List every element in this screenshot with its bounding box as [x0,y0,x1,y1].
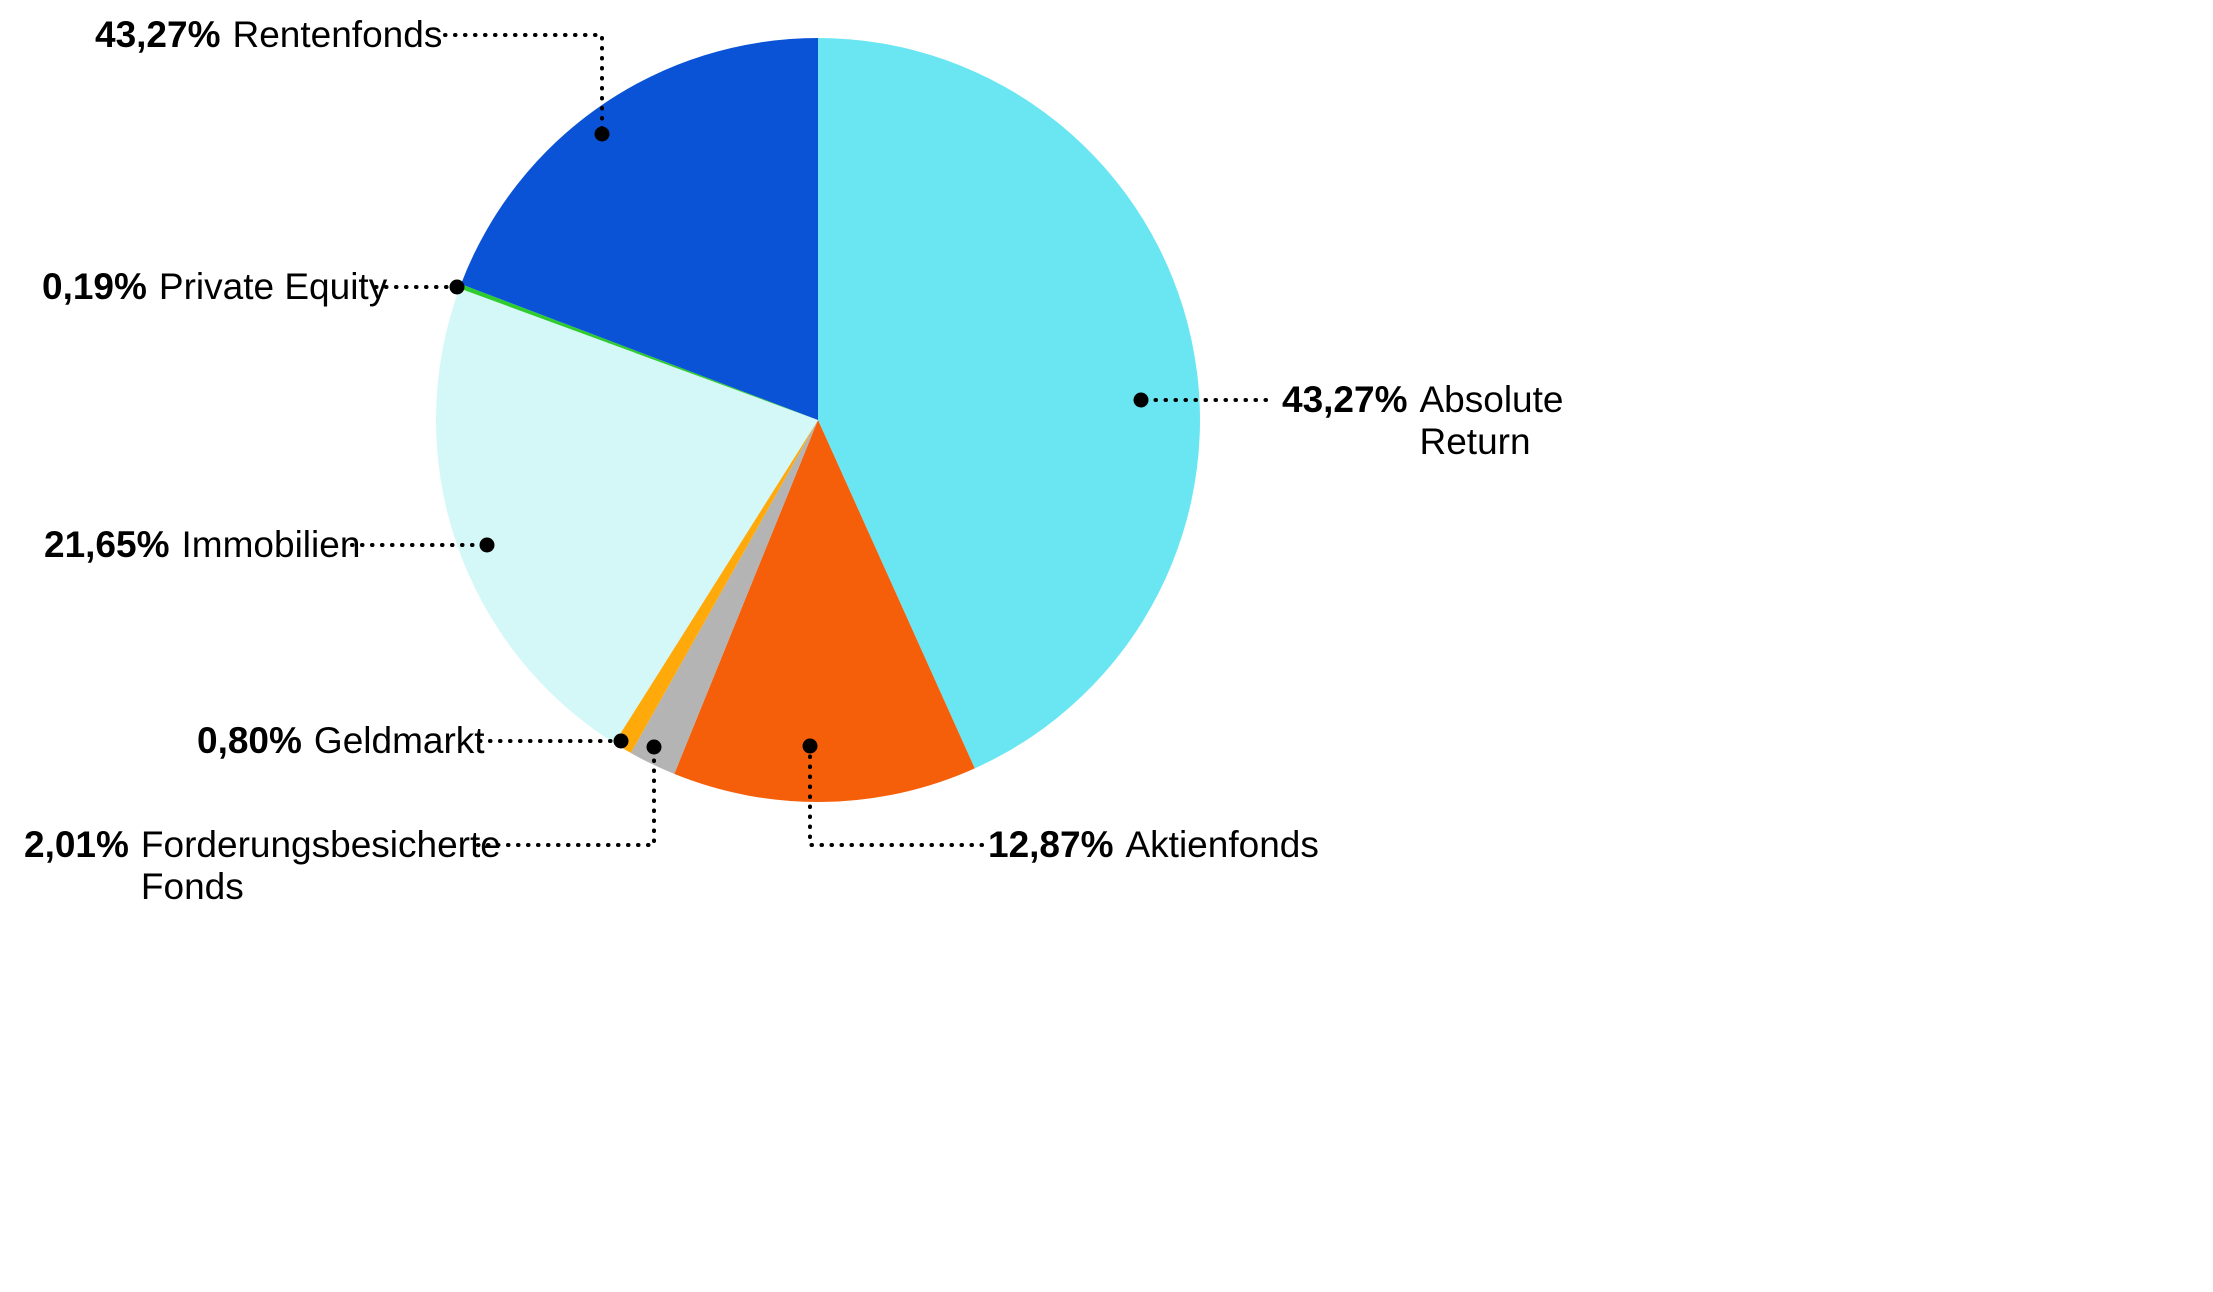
dot-marker-rentenfonds [594,126,610,142]
callout-private-equity: 0,19% Private Equity [42,266,387,308]
immobilien-name: Immobilien [181,524,361,565]
callout-forderungsbesicherte-fonds: 2,01% Forderungsbesicherte Fonds [24,824,541,908]
rentenfonds-name: Rentenfonds [232,14,443,55]
forderungsbesicherte-fonds-name: Forderungsbesicherte Fonds [140,824,501,907]
absolute-return-percent: 43,27% [1282,379,1408,420]
pie-slice-absolute-return [818,38,1200,769]
dot-marker-aktienfonds [802,738,818,754]
callout-aktienfonds: 12,87% Aktienfonds [988,824,1319,866]
absolute-return-name: Absolute Return [1419,379,1564,462]
forderungsbesicherte-fonds-percent: 2,01% [24,824,129,865]
callout-absolute-return: 43,27% Absolute Return [1282,379,1598,463]
leader-line-aktienfonds [808,751,984,847]
pie-slice-aktienfonds [674,420,975,802]
callout-immobilien: 21,65% Immobilien [44,524,360,566]
pie-slice-geldmarkt [614,420,818,753]
geldmarkt-percent: 0,80% [197,720,302,761]
immobilien-percent: 21,65% [44,524,170,565]
callout-rentenfonds: 43,27% Rentenfonds [95,14,442,56]
callout-geldmarkt: 0,80% Geldmarkt [197,720,485,762]
leader-line-forderungsbesicherte-fonds [476,752,656,847]
dot-marker-absolute-return [1133,392,1149,408]
aktienfonds-name: Aktienfonds [1125,824,1319,865]
pie-slice-forderungsbesicherte-fonds [630,420,818,774]
private-equity-name: Private Equity [158,266,388,307]
dot-marker-private-equity [449,279,465,295]
dot-marker-forderungsbesicherte-fonds [646,739,662,755]
pie-slice-immobilien [435,288,818,744]
dot-marker-geldmarkt [613,733,629,749]
rentenfonds-percent: 43,27% [95,14,221,55]
leader-line-rentenfonds [443,33,604,142]
dot-marker-immobilien [479,537,495,553]
aktienfonds-percent: 12,87% [988,824,1114,865]
pie-slice-rentenfonds [461,38,818,420]
geldmarkt-name: Geldmarkt [313,720,485,761]
private-equity-percent: 0,19% [42,266,147,307]
pie-slice-private-equity [459,284,818,420]
